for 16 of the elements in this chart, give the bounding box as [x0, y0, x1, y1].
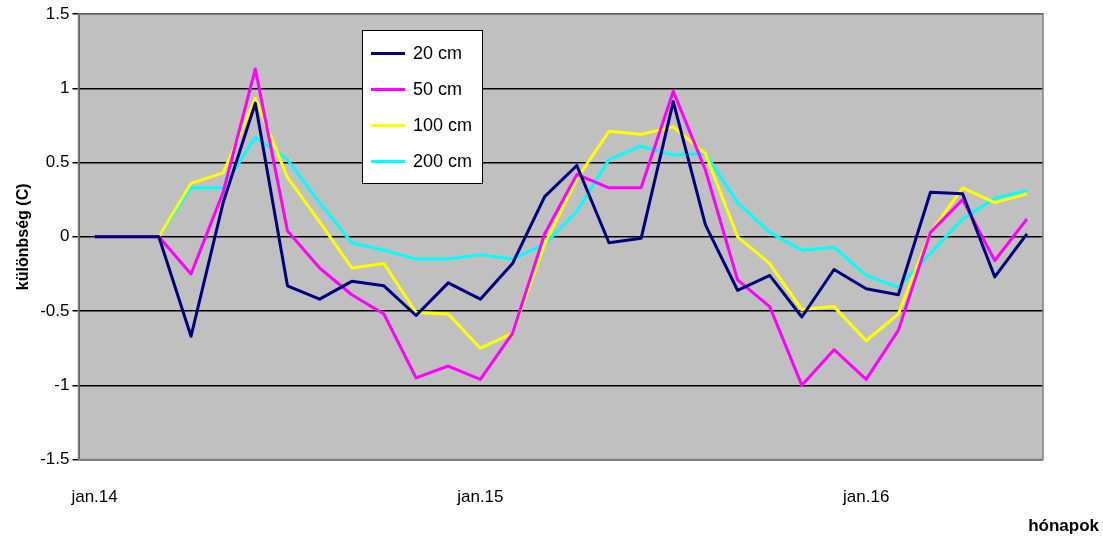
y-tick-label: 1	[60, 77, 70, 97]
y-tick-label: 0.5	[45, 152, 70, 172]
x-tick-label: jan.15	[456, 487, 504, 507]
y-tick-label: -1	[54, 375, 70, 395]
y-tick-label: -1.5	[40, 449, 70, 469]
legend-label: 100 cm	[413, 114, 473, 136]
y-tick-label: 0	[60, 226, 70, 246]
legend-label: 50 cm	[413, 78, 463, 100]
y-axis-title: különbség (C)	[14, 183, 32, 291]
y-tick-label: 1.5	[45, 3, 70, 23]
x-tick-label: jan.16	[842, 487, 890, 507]
legend-label: 20 cm	[413, 42, 463, 64]
x-tick-label: jan.14	[70, 487, 118, 507]
legend-label: 200 cm	[413, 150, 473, 172]
y-tick-label: -0.5	[40, 300, 70, 320]
x-axis-title: hónapok	[1028, 516, 1099, 536]
